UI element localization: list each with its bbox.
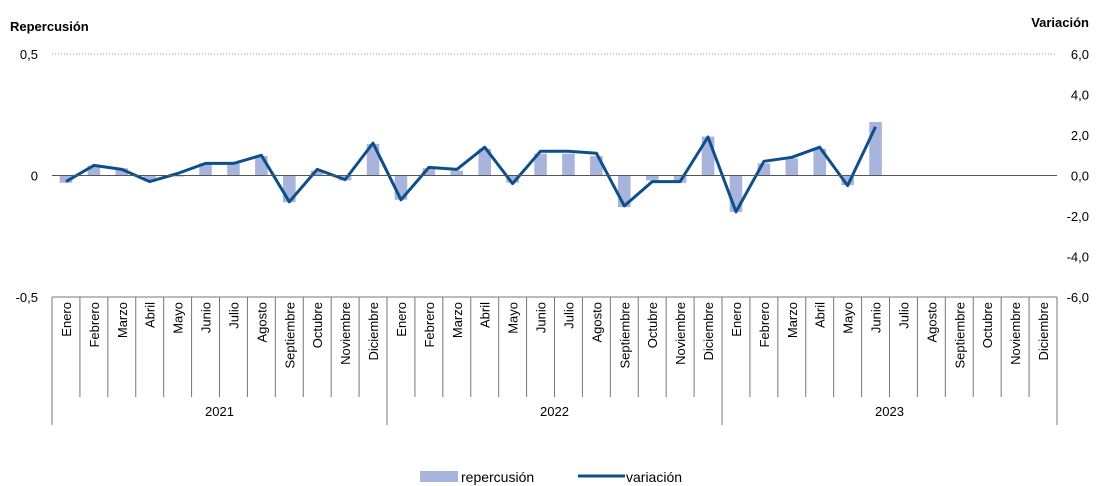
month-label: Agosto [254, 302, 269, 342]
month-label: Mayo [841, 302, 856, 334]
y-right-tick-label: -4,0 [1067, 250, 1089, 265]
y-left-tick-label: 0,5 [20, 47, 38, 62]
month-label: Diciembre [366, 302, 381, 361]
month-label: Octubre [645, 302, 660, 348]
bar [87, 165, 101, 176]
month-label: Mayo [506, 302, 521, 334]
bar [562, 153, 575, 176]
month-label: Marzo [115, 302, 130, 338]
month-label: Enero [394, 302, 409, 337]
bar [59, 175, 73, 183]
line-series [65, 126, 877, 214]
bar [645, 175, 659, 181]
bar [115, 168, 129, 176]
month-label: Junio [869, 302, 884, 333]
y-right-tick-label: -2,0 [1067, 209, 1089, 224]
month-label: Septiembre [282, 302, 297, 368]
month-label: Diciembre [701, 302, 716, 361]
month-label: Julio [896, 302, 911, 329]
x-axis-labels: Enero Febrero Marzo Abril Mayo Junio Julio Agos… [59, 302, 1051, 419]
month-label: Junio [534, 302, 549, 333]
y-right-tick-label: 2,0 [1071, 128, 1089, 143]
month-label: Noviembre [1008, 302, 1023, 365]
bar [534, 153, 547, 176]
bar [227, 163, 240, 176]
month-label: Febrero [87, 302, 102, 348]
bar [450, 170, 464, 176]
month-label: Octubre [310, 302, 325, 348]
month-label: Septiembre [617, 302, 632, 368]
month-label: Mayo [171, 302, 186, 334]
month-label: Febrero [757, 302, 772, 348]
bar [813, 148, 826, 176]
y-right-tick-label: 6,0 [1071, 47, 1089, 62]
y-left-tick-label: -0,5 [16, 290, 38, 305]
y-right-tick-label: 4,0 [1071, 88, 1089, 103]
bar [422, 168, 436, 176]
month-label: Octubre [980, 302, 995, 348]
month-label: Noviembre [673, 302, 688, 365]
month-label: Agosto [924, 302, 939, 342]
axes: 0,5 0 -0,5 6,0 4,0 2,0 0,0 -2,0 -4,0 -6,0 [16, 47, 1089, 425]
year-label: 2023 [875, 404, 904, 419]
month-label: Enero [59, 302, 74, 337]
month-label: Marzo [450, 302, 465, 338]
y-left-tick-label: 0 [31, 169, 38, 184]
y-left-axis-title: Repercusión [10, 19, 89, 34]
bar [310, 170, 324, 176]
y-right-axis-title: Variación [1031, 15, 1089, 30]
legend-label-variacion: variación [626, 469, 682, 485]
month-label: Julio [226, 302, 241, 329]
month-label: Abril [143, 302, 158, 328]
y-right-tick-label: 0,0 [1071, 169, 1089, 184]
y-right-tick-label: -6,0 [1067, 290, 1089, 305]
month-label: Agosto [589, 302, 604, 342]
bar [841, 175, 854, 186]
month-label: Septiembre [952, 302, 967, 368]
month-label: Julio [561, 302, 576, 329]
legend-label-repercusion: repercusión [461, 469, 534, 485]
month-label: Junio [199, 302, 214, 333]
month-label: Diciembre [1036, 302, 1051, 361]
month-label: Noviembre [338, 302, 353, 365]
bar [478, 148, 491, 176]
bar [255, 156, 268, 176]
bar [143, 175, 156, 181]
variacion-line [65, 126, 877, 214]
bar [785, 158, 799, 176]
year-label: 2021 [205, 404, 234, 419]
legend-swatch-repercusion [420, 471, 458, 482]
month-label: Marzo [785, 302, 800, 338]
month-label: Febrero [422, 302, 437, 348]
bar-series [59, 122, 882, 212]
bar [199, 163, 212, 176]
legend: repercusión variación [420, 469, 682, 485]
month-label: Enero [729, 302, 744, 337]
bar [506, 175, 519, 183]
month-label: Abril [813, 302, 828, 328]
month-label: Abril [478, 302, 493, 328]
year-label: 2022 [540, 404, 569, 419]
